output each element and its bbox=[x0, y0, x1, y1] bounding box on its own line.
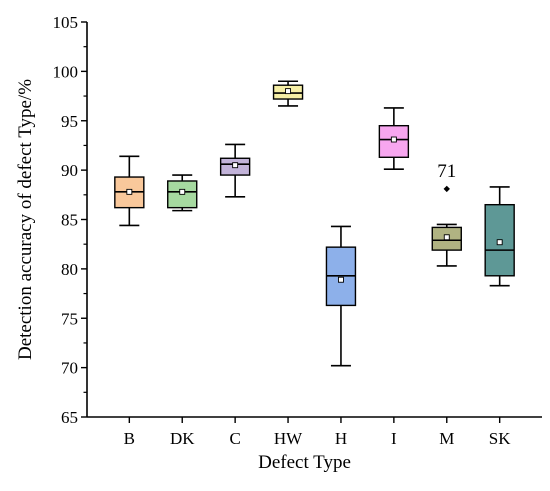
y-tick-label: 105 bbox=[53, 13, 79, 32]
outlier-point bbox=[443, 185, 450, 193]
box-dk bbox=[167, 174, 198, 212]
y-axis-title: Detection accuracy of defect Type/% bbox=[15, 79, 36, 360]
x-tick-label: H bbox=[335, 429, 347, 448]
x-tick-label: HW bbox=[274, 429, 303, 448]
x-tick-label: I bbox=[391, 429, 397, 448]
boxes-layer bbox=[114, 80, 515, 367]
x-tick-label: B bbox=[124, 429, 135, 448]
y-tick-label: 70 bbox=[61, 359, 78, 378]
y-tick-label: 90 bbox=[61, 161, 78, 180]
mean-marker bbox=[126, 188, 133, 195]
mean-marker bbox=[443, 234, 450, 241]
y-tick-label: 95 bbox=[61, 112, 78, 131]
box-hw bbox=[272, 80, 304, 107]
mean-marker bbox=[285, 88, 291, 95]
box-i bbox=[378, 107, 410, 170]
x-tick-label: M bbox=[439, 429, 454, 448]
mean-marker bbox=[179, 188, 186, 195]
box-c bbox=[219, 143, 251, 198]
y-tick-label: 80 bbox=[61, 260, 78, 279]
x-tick-label: SK bbox=[489, 429, 511, 448]
mean-marker bbox=[496, 239, 503, 246]
box-b bbox=[114, 155, 145, 227]
outlier-annotation: 71 bbox=[437, 161, 456, 182]
box-h bbox=[325, 225, 357, 367]
x-axis-title: Defect Type bbox=[258, 452, 351, 473]
mean-marker bbox=[390, 136, 397, 143]
y-tick-label: 100 bbox=[53, 62, 79, 81]
labels-layer: 71 65 70 75 80 85 90 95 100 105 B DK C HW H I M SK Defect … bbox=[15, 13, 511, 473]
x-tick-label: C bbox=[229, 429, 240, 448]
box-m bbox=[431, 185, 462, 267]
mean-marker bbox=[232, 162, 239, 169]
x-tick-label: DK bbox=[170, 429, 195, 448]
box-sk bbox=[484, 186, 515, 287]
y-tick-label: 75 bbox=[61, 309, 78, 328]
y-tick-label: 65 bbox=[61, 408, 78, 427]
mean-marker bbox=[338, 276, 344, 283]
axes-layer bbox=[81, 21, 542, 423]
y-tick-label: 85 bbox=[61, 211, 78, 230]
